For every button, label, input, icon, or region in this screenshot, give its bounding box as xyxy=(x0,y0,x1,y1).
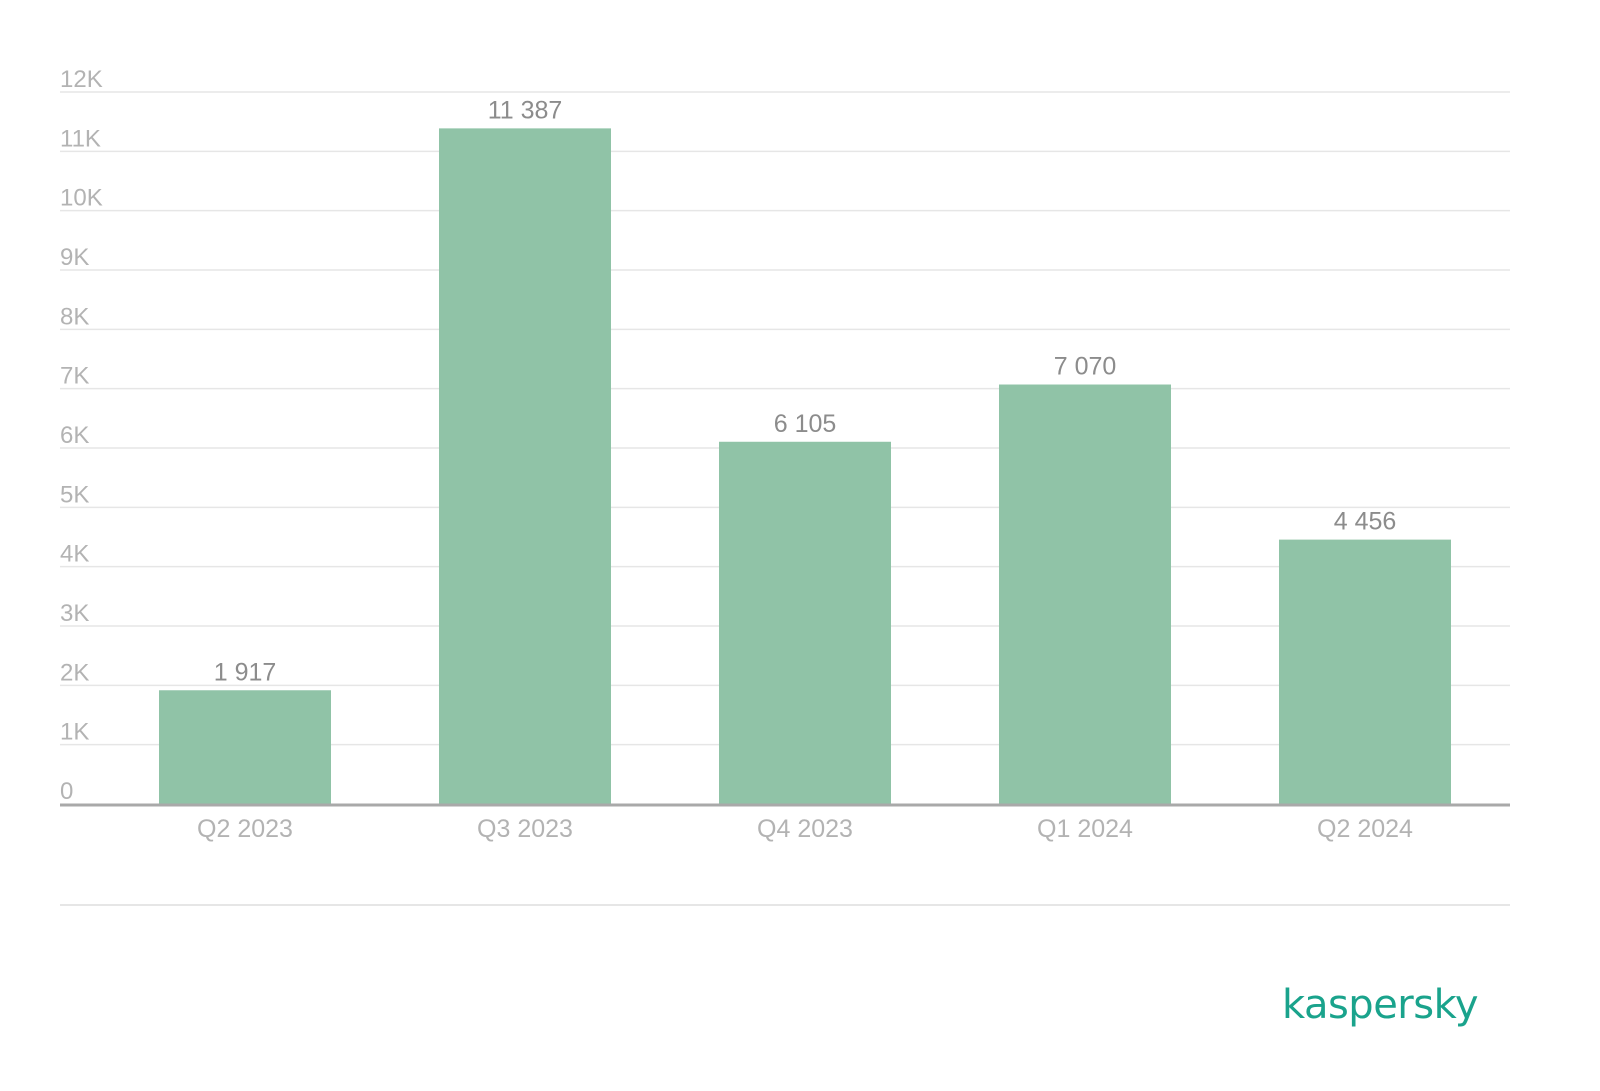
y-tick-label: 5K xyxy=(60,481,89,508)
y-tick-label: 2K xyxy=(60,659,89,686)
x-tick-label: Q3 2023 xyxy=(477,815,573,843)
y-tick-label: 12K xyxy=(60,66,103,93)
data-label: 6 105 xyxy=(774,410,837,438)
y-tick-label: 3K xyxy=(60,600,89,627)
bar xyxy=(159,690,331,804)
data-label: 7 070 xyxy=(1054,353,1117,381)
y-tick-label: 10K xyxy=(60,185,103,212)
data-label: 4 456 xyxy=(1334,508,1397,536)
x-tick-label: Q2 2024 xyxy=(1317,815,1413,843)
y-tick-label: 11K xyxy=(60,125,101,152)
bar xyxy=(719,441,891,804)
y-tick-label: 0 xyxy=(60,778,73,805)
bar xyxy=(999,384,1171,804)
x-tick-label: Q1 2024 xyxy=(1037,815,1133,843)
bar xyxy=(1279,539,1451,804)
x-tick-label: Q2 2023 xyxy=(197,815,293,843)
data-label: 1 917 xyxy=(214,658,277,686)
y-tick-label: 1K xyxy=(60,719,89,746)
y-tick-label: 6K xyxy=(60,422,89,449)
x-tick-label: Q4 2023 xyxy=(757,815,853,843)
y-tick-label: 7K xyxy=(60,363,89,390)
bar xyxy=(439,128,611,804)
y-tick-label: 4K xyxy=(60,541,89,568)
kaspersky-logo: kaspersky xyxy=(1281,982,1479,1028)
y-tick-label: 8K xyxy=(60,303,89,330)
y-tick-label: 9K xyxy=(60,244,89,271)
data-label: 11 387 xyxy=(488,96,563,124)
